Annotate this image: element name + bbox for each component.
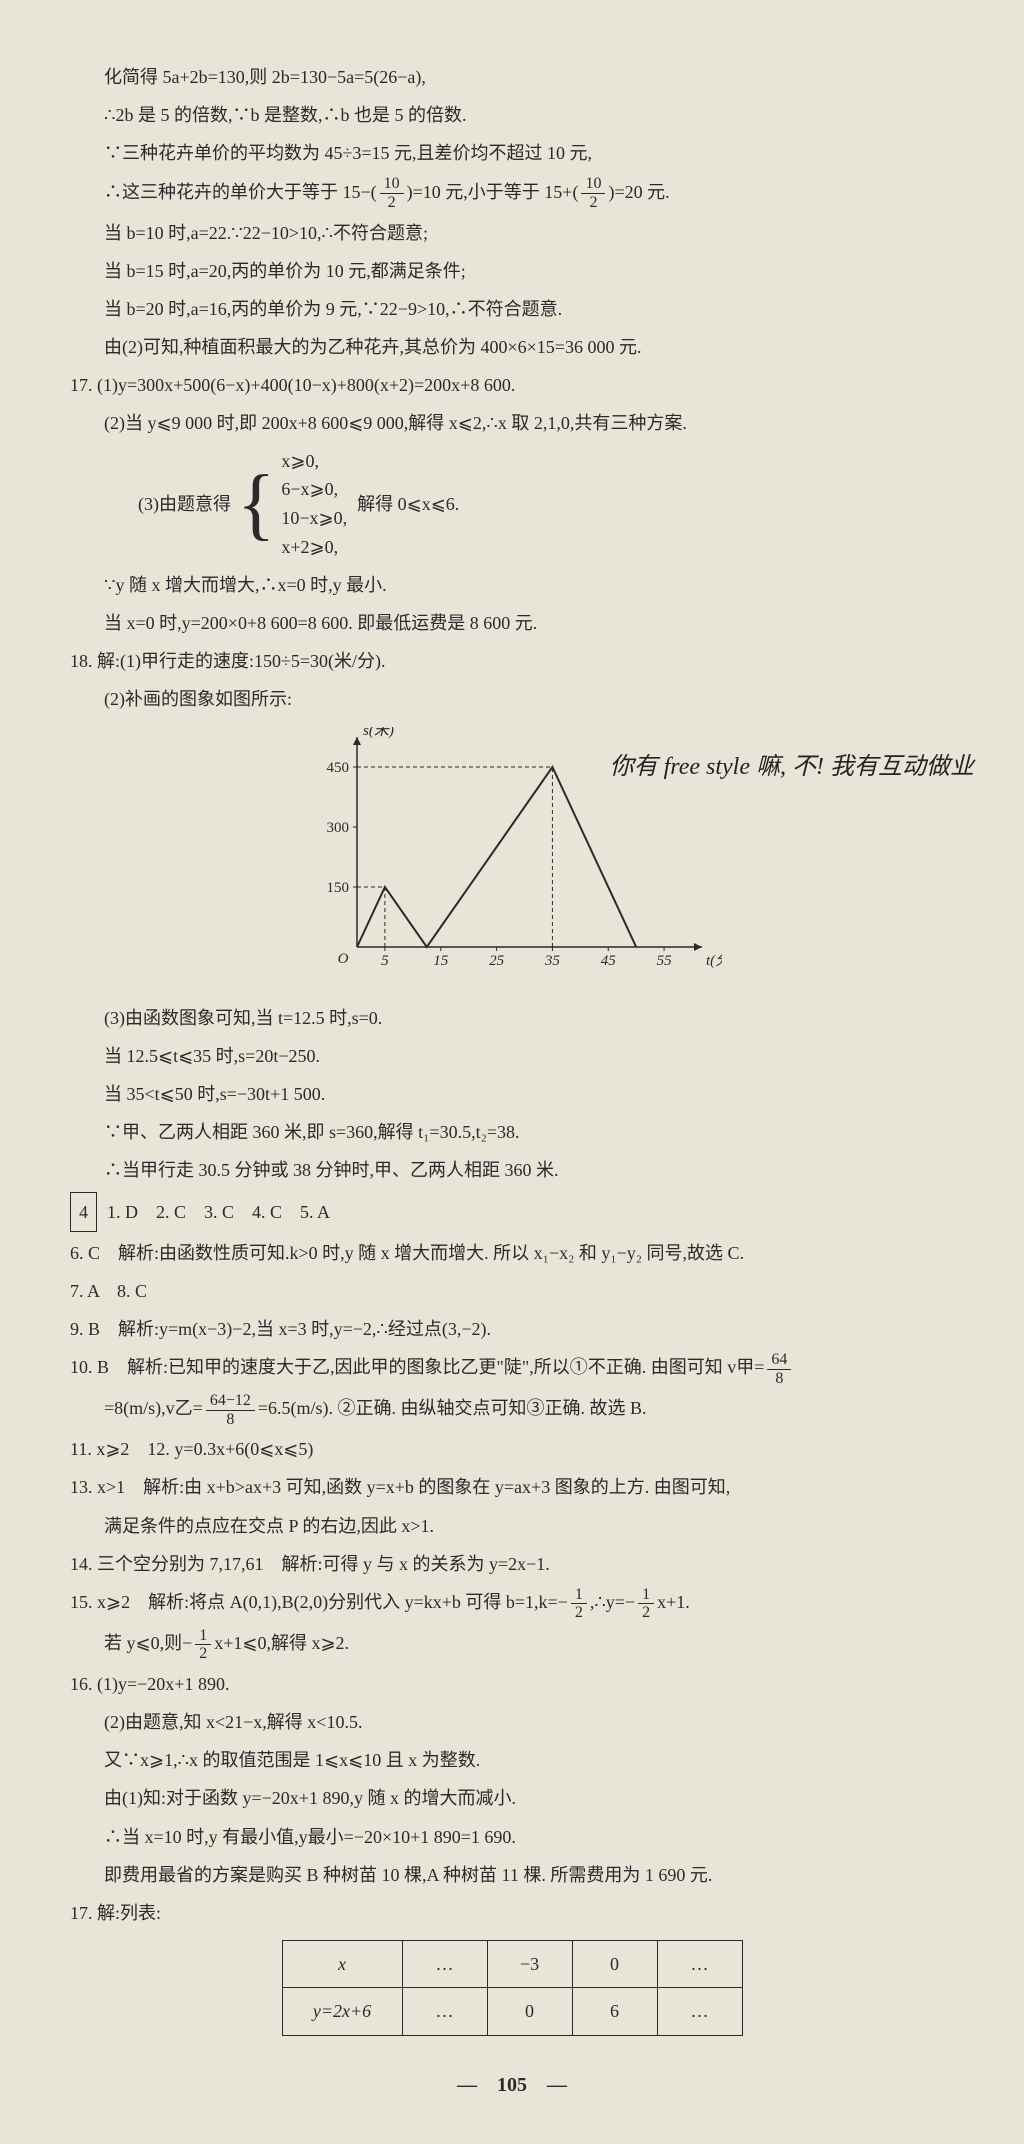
svg-text:150: 150 bbox=[327, 880, 350, 896]
text-line: 当 b=15 时,a=20,丙的单价为 10 元,都满足条件; bbox=[70, 254, 954, 288]
answer-list: 1. D 2. C 3. C 4. C 5. A bbox=[107, 1202, 330, 1222]
table-cell: … bbox=[402, 1988, 487, 2035]
svg-text:5: 5 bbox=[381, 953, 389, 969]
text: 10. B 解析:已知甲的速度大于乙,因此甲的图象比乙更"陡",所以①不正确. … bbox=[70, 1357, 764, 1377]
text: x+1. bbox=[657, 1592, 690, 1612]
text-line: 当 b=20 时,a=16,丙的单价为 9 元,∵22−9>10,∴不符合题意. bbox=[70, 292, 954, 326]
text: ,∴y=− bbox=[590, 1592, 635, 1612]
text-line: (2)补画的图象如图所示: bbox=[70, 682, 954, 716]
table-cell: x bbox=[282, 1941, 402, 1988]
text-line: 由(2)可知,种植面积最大的为乙种花卉,其总价为 400×6×15=36 000… bbox=[70, 330, 954, 364]
text-line: (3)由函数图象可知,当 t=12.5 时,s=0. bbox=[70, 1001, 954, 1035]
brace-item: 10−x⩾0, bbox=[281, 504, 347, 533]
svg-text:55: 55 bbox=[657, 953, 673, 969]
section-header: 4 1. D 2. C 3. C 4. C 5. A bbox=[70, 1192, 954, 1232]
text: x+1⩽0,解得 x⩾2. bbox=[214, 1633, 349, 1653]
text-line: 14. 三个空分别为 7,17,61 解析:可得 y 与 x 的关系为 y=2x… bbox=[70, 1547, 954, 1581]
text-line: 若 y⩽0,则−12x+1⩽0,解得 x⩾2. bbox=[70, 1626, 954, 1663]
text: )=10 元,小于等于 15+( bbox=[407, 182, 579, 202]
text-line: 9. B 解析:y=m(x−3)−2,当 x=3 时,y=−2,∴经过点(3,−… bbox=[70, 1312, 954, 1346]
text: 若 y⩽0,则− bbox=[104, 1633, 192, 1653]
table-cell: 0 bbox=[572, 1941, 657, 1988]
text-line: 11. x⩾2 12. y=0.3x+6(0⩽x⩽5) bbox=[70, 1432, 954, 1466]
text-line: ∵y 随 x 增大而增大,∴x=0 时,y 最小. bbox=[70, 568, 954, 602]
table-cell: y=2x+6 bbox=[282, 1988, 402, 2035]
brace-label: (3)由题意得 bbox=[138, 487, 231, 521]
text-line: ∴当 x=10 时,y 有最小值,y最小=−20×10+1 890=1 690. bbox=[70, 1820, 954, 1854]
text: ∴这三种花卉的单价大于等于 15−( bbox=[104, 182, 377, 202]
text-line: 15. x⩾2 解析:将点 A(0,1),B(2,0)分别代入 y=kx+b 可… bbox=[70, 1585, 954, 1622]
text-line: ∴2b 是 5 的倍数,∵b 是整数,∴b 也是 5 的倍数. bbox=[70, 98, 954, 132]
text-line: 17. (1)y=300x+500(6−x)+400(10−x)+800(x+2… bbox=[70, 368, 954, 402]
text-line: ∴这三种花卉的单价大于等于 15−(102)=10 元,小于等于 15+(102… bbox=[70, 175, 954, 212]
text-line: 当 35<t⩽50 时,s=−30t+1 500. bbox=[70, 1077, 954, 1111]
brace-item: 6−x⩾0, bbox=[281, 475, 347, 504]
text-line: (2)由题意,知 x<21−x,解得 x<10.5. bbox=[70, 1705, 954, 1739]
text-line: 满足条件的点应在交点 P 的右边,因此 x>1. bbox=[70, 1509, 954, 1543]
table-cell: −3 bbox=[487, 1941, 572, 1988]
text-line: ∴当甲行走 30.5 分钟或 38 分钟时,甲、乙两人相距 360 米. bbox=[70, 1153, 954, 1187]
brace-item: x+2⩾0, bbox=[281, 533, 347, 562]
text-line: 18. 解:(1)甲行走的速度:150÷5=30(米/分). bbox=[70, 644, 954, 678]
text-line: 16. (1)y=−20x+1 890. bbox=[70, 1667, 954, 1701]
brace-system: (3)由题意得 { x⩾0,6−x⩾0,10−x⩾0,x+2⩾0, 解得 0⩽x… bbox=[70, 447, 954, 562]
svg-text:15: 15 bbox=[433, 953, 449, 969]
table-container: x…−30…y=2x+6…06… bbox=[70, 1940, 954, 2035]
brace-item: x⩾0, bbox=[281, 447, 347, 476]
table-cell: 0 bbox=[487, 1988, 572, 2035]
text-line: 又∵x⩾1,∴x 的取值范围是 1⩽x⩽10 且 x 为整数. bbox=[70, 1743, 954, 1777]
text-line: 7. A 8. C bbox=[70, 1274, 954, 1308]
page-number: — 105 — bbox=[70, 2066, 954, 2104]
svg-text:300: 300 bbox=[327, 820, 350, 836]
text-line: 6. C 解析:由函数性质可知.k>0 时,y 随 x 增大而增大. 所以 x₁… bbox=[70, 1236, 954, 1270]
svg-text:35: 35 bbox=[544, 953, 561, 969]
section-number-box: 4 bbox=[70, 1192, 97, 1232]
fraction: 102 bbox=[380, 175, 404, 211]
text-line: 当 12.5⩽t⩽35 时,s=20t−250. bbox=[70, 1039, 954, 1073]
text-line: 化简得 5a+2b=130,则 2b=130−5a=5(26−a), bbox=[70, 60, 954, 94]
brace-symbol: { bbox=[237, 472, 275, 536]
table-cell: 6 bbox=[572, 1988, 657, 2035]
text: =6.5(m/s). ②正确. 由纵轴交点可知③正确. 故选 B. bbox=[258, 1398, 647, 1418]
text-line: 即费用最省的方案是购买 B 种树苗 10 棵,A 种树苗 11 棵. 所需费用为… bbox=[70, 1858, 954, 1892]
handwritten-note: 你有 free style 嘛, 不! 我有互动做业 bbox=[610, 745, 974, 791]
text: =8(m/s),v乙= bbox=[104, 1398, 203, 1418]
fraction: 648 bbox=[767, 1351, 791, 1387]
text-line: ∵甲、乙两人相距 360 米,即 s=360,解得 t₁=30.5,t₂=38. bbox=[70, 1115, 954, 1149]
text: 15. x⩾2 解析:将点 A(0,1),B(2,0)分别代入 y=kx+b 可… bbox=[70, 1592, 568, 1612]
svg-text:25: 25 bbox=[489, 953, 505, 969]
fraction: 102 bbox=[581, 175, 605, 211]
brace-items: x⩾0,6−x⩾0,10−x⩾0,x+2⩾0, bbox=[281, 447, 347, 562]
svg-text:s(米): s(米) bbox=[363, 727, 394, 739]
svg-text:O: O bbox=[338, 951, 349, 967]
text-line: 17. 解:列表: bbox=[70, 1896, 954, 1930]
text-line: (2)当 y⩽9 000 时,即 200x+8 600⩽9 000,解得 x⩽2… bbox=[70, 406, 954, 440]
table-row: x…−30… bbox=[282, 1941, 742, 1988]
text-line: ∵三种花卉单价的平均数为 45÷3=15 元,且差价均不超过 10 元, bbox=[70, 136, 954, 170]
fraction: 64−128 bbox=[206, 1392, 255, 1428]
fraction: 12 bbox=[571, 1586, 587, 1622]
table-cell: … bbox=[402, 1941, 487, 1988]
data-table: x…−30…y=2x+6…06… bbox=[282, 1940, 743, 2035]
text-line: 当 x=0 时,y=200×0+8 600=8 600. 即最低运费是 8 60… bbox=[70, 606, 954, 640]
chart-container: 51525354555150300450Ot(分)s(米) 你有 free st… bbox=[70, 727, 954, 987]
text-line: 10. B 解析:已知甲的速度大于乙,因此甲的图象比乙更"陡",所以①不正确. … bbox=[70, 1350, 954, 1387]
svg-text:450: 450 bbox=[327, 760, 350, 776]
fraction: 12 bbox=[638, 1586, 654, 1622]
fraction: 12 bbox=[195, 1627, 211, 1663]
table-cell: … bbox=[657, 1941, 742, 1988]
text-line: 当 b=10 时,a=22.∵22−10>10,∴不符合题意; bbox=[70, 216, 954, 250]
svg-text:t(分): t(分) bbox=[706, 952, 722, 969]
text-line: 由(1)知:对于函数 y=−20x+1 890,y 随 x 的增大而减小. bbox=[70, 1781, 954, 1815]
text: )=20 元. bbox=[608, 182, 669, 202]
text-line: =8(m/s),v乙=64−128=6.5(m/s). ②正确. 由纵轴交点可知… bbox=[70, 1391, 954, 1428]
text-line: 13. x>1 解析:由 x+b>ax+3 可知,函数 y=x+b 的图象在 y… bbox=[70, 1470, 954, 1504]
table-row: y=2x+6…06… bbox=[282, 1988, 742, 2035]
table-cell: … bbox=[657, 1988, 742, 2035]
brace-after: 解得 0⩽x⩽6. bbox=[357, 487, 459, 521]
svg-text:45: 45 bbox=[601, 953, 617, 969]
